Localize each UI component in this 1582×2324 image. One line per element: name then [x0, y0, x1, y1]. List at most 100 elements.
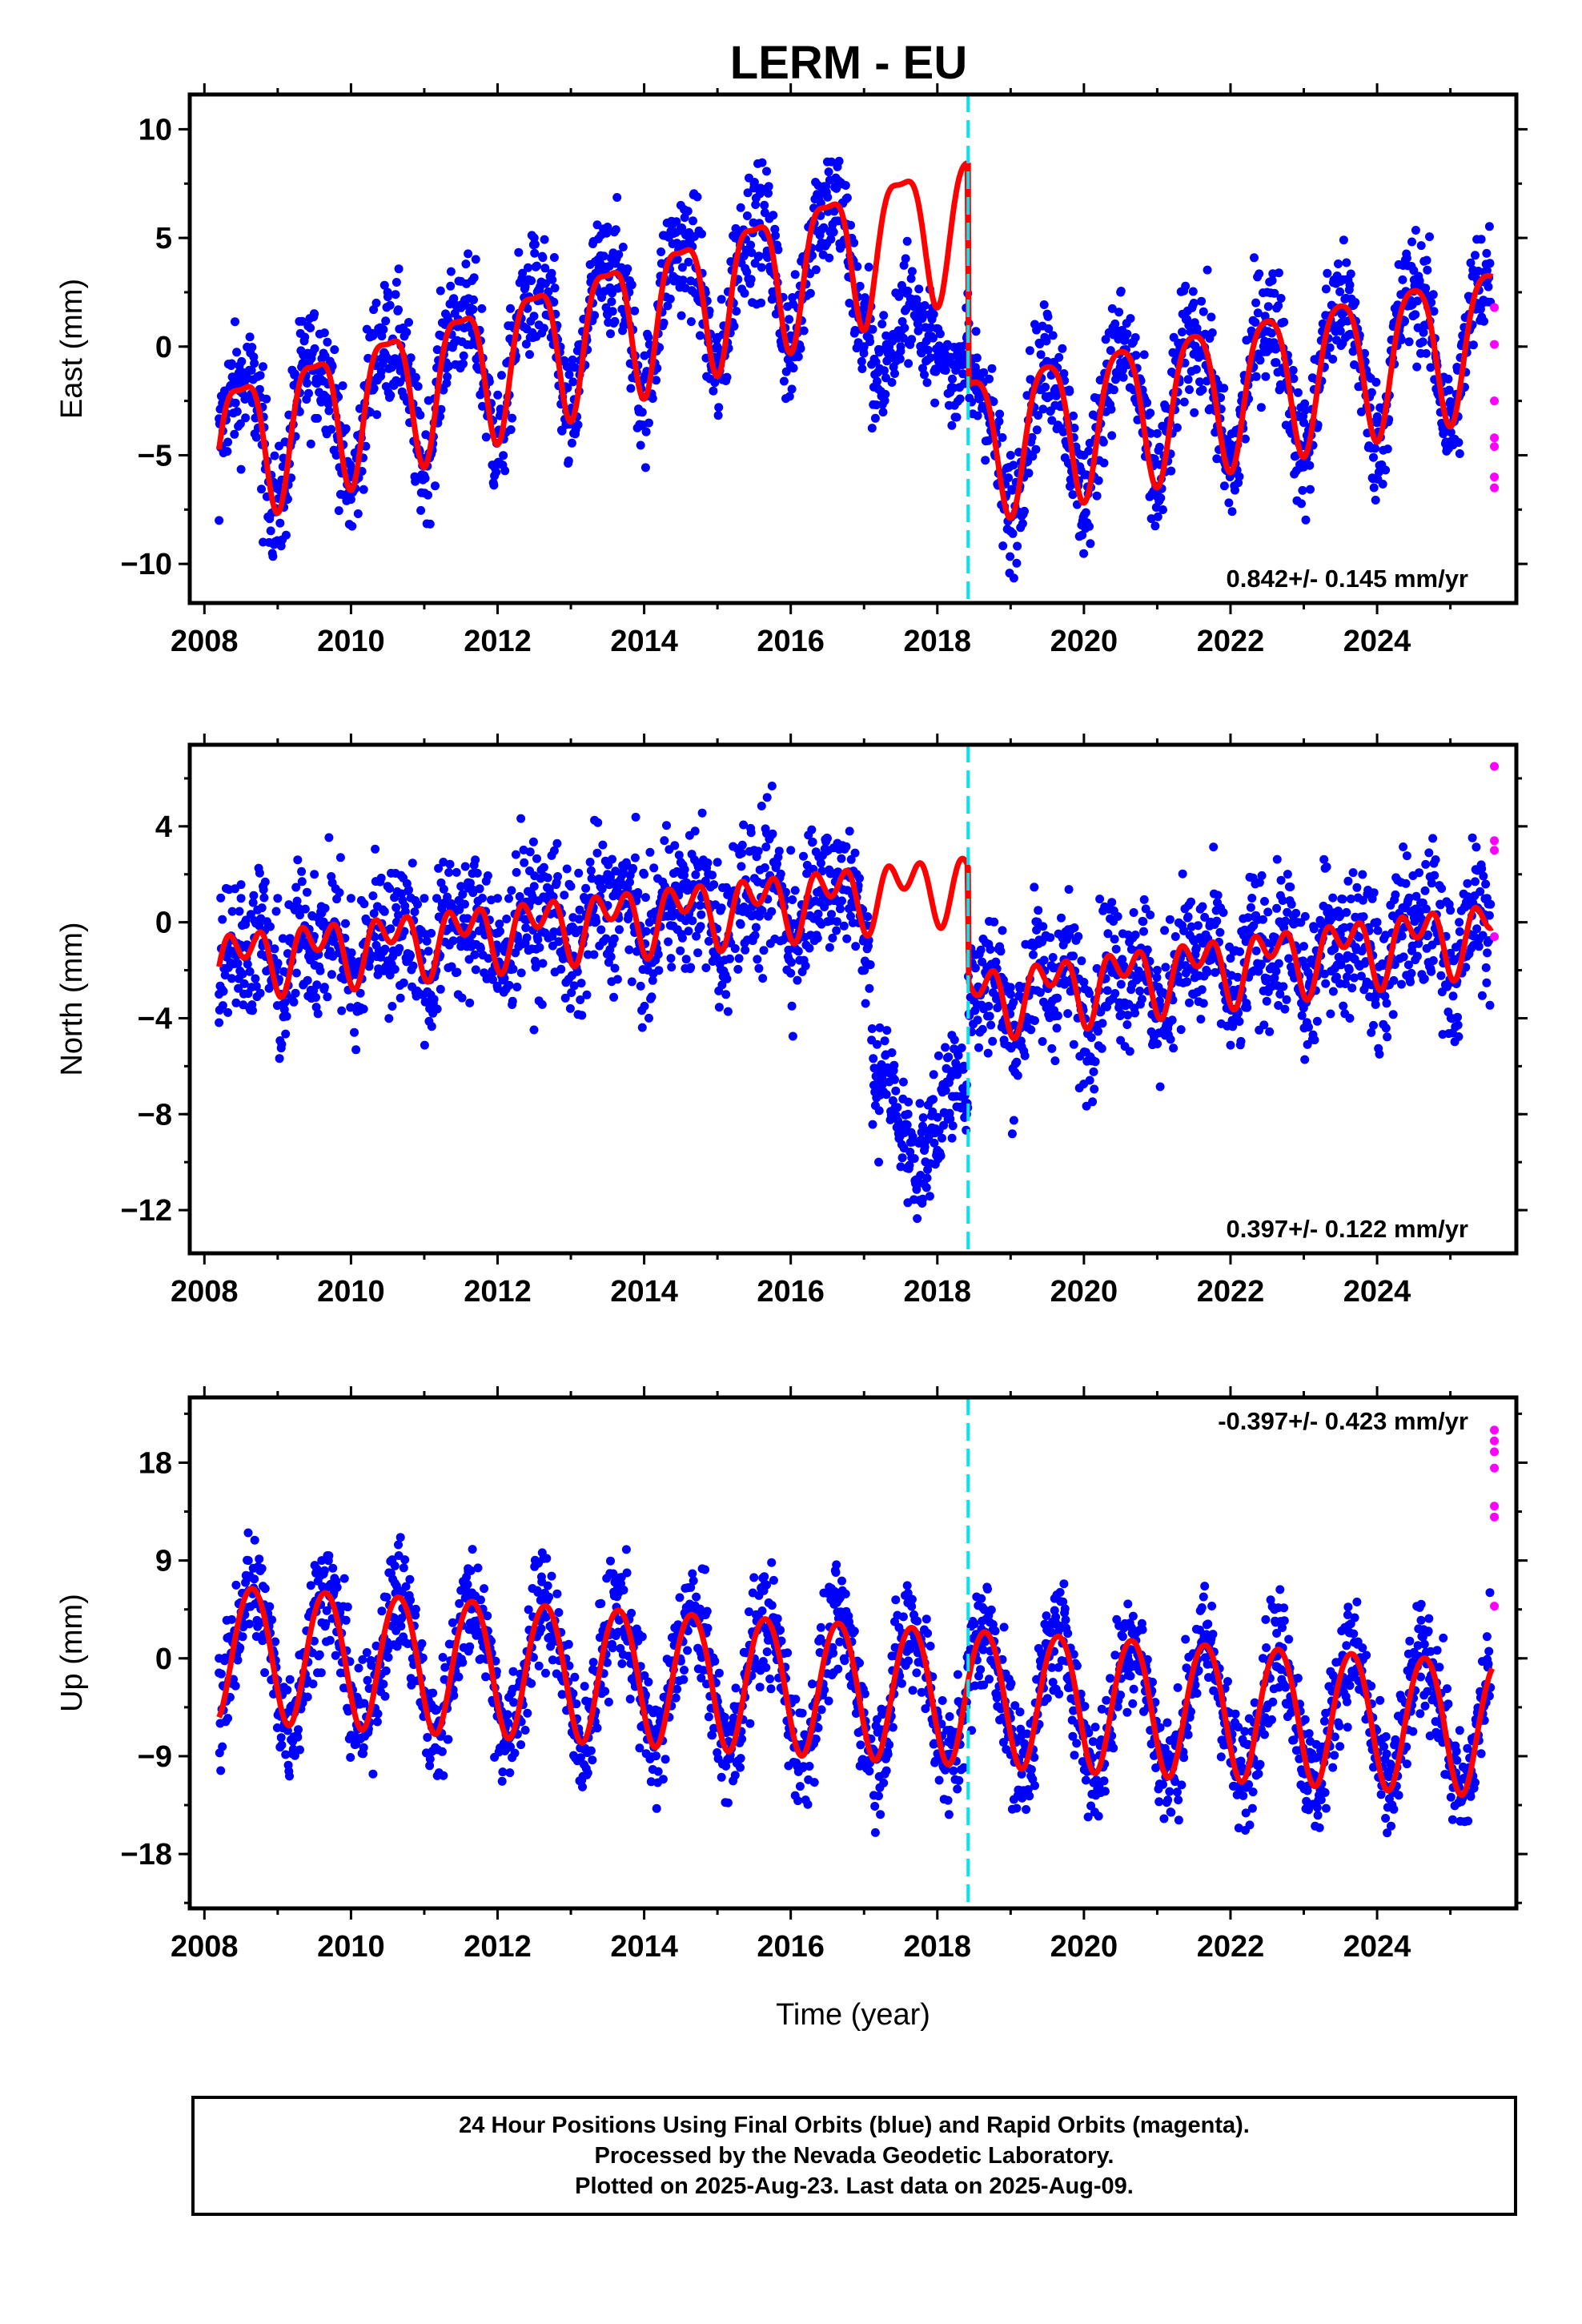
data-point [729, 321, 739, 331]
data-point [1421, 859, 1431, 869]
data-point [1251, 946, 1261, 955]
data-point [637, 408, 647, 417]
data-point [1038, 1037, 1047, 1046]
data-point [717, 295, 726, 304]
data-point [871, 357, 881, 367]
data-point [819, 223, 829, 232]
data-point [341, 424, 351, 433]
data-point [905, 1160, 914, 1170]
data-point [640, 893, 650, 903]
data-point [1482, 978, 1492, 987]
data-point [1090, 1057, 1100, 1067]
data-point [708, 870, 717, 880]
data-point [512, 867, 521, 877]
data-point [692, 931, 701, 941]
data-point [941, 1043, 950, 1052]
data-point [918, 1194, 927, 1204]
data-point [1085, 521, 1094, 531]
rapid-point [1490, 932, 1500, 942]
data-point [223, 447, 232, 456]
data-point [1226, 440, 1235, 449]
data-point [391, 278, 401, 287]
data-point [781, 887, 790, 897]
data-point [1110, 319, 1120, 328]
data-point [1418, 337, 1427, 347]
data-point [273, 959, 283, 968]
data-point [899, 260, 909, 270]
data-point [1430, 870, 1439, 880]
data-point [273, 894, 283, 903]
data-point [1336, 960, 1346, 970]
data-point [764, 188, 773, 198]
data-point [1111, 944, 1121, 954]
data-point [512, 983, 522, 991]
data-point [1348, 868, 1358, 878]
data-point [695, 331, 705, 340]
data-point [402, 328, 412, 337]
data-point [334, 506, 343, 516]
data-point [1235, 472, 1244, 481]
data-point [1267, 275, 1277, 285]
x-tick-label: 2016 [757, 1275, 825, 1309]
data-point [504, 980, 514, 990]
data-point [1181, 968, 1191, 978]
data-point [396, 993, 405, 1003]
data-point [1263, 287, 1272, 297]
data-point [249, 891, 259, 900]
data-point [1050, 1056, 1060, 1066]
data-point [429, 995, 439, 1004]
data-point [790, 886, 800, 895]
data-point [1259, 915, 1267, 924]
data-point [590, 311, 600, 320]
data-point [740, 288, 749, 298]
data-point [1348, 347, 1358, 356]
data-point [734, 954, 744, 963]
data-point [693, 948, 703, 958]
data-point [1022, 391, 1032, 400]
data-point [1328, 987, 1338, 996]
data-point [609, 992, 619, 1002]
data-point [897, 1153, 907, 1163]
data-point [1130, 1008, 1139, 1018]
y-axis-label: North (mm) [55, 922, 89, 1076]
data-point [529, 233, 539, 243]
data-point [298, 359, 307, 368]
data-point [850, 848, 860, 858]
data-point [598, 840, 608, 850]
data-point [1446, 906, 1456, 915]
data-point [1161, 963, 1170, 972]
data-point [1160, 926, 1170, 935]
data-point [904, 1097, 913, 1107]
rapid-point [1490, 483, 1500, 493]
data-point [873, 376, 881, 386]
data-point [913, 1214, 922, 1224]
data-point [383, 882, 392, 891]
data-point [846, 911, 855, 921]
data-point [1297, 499, 1306, 509]
data-point [749, 179, 759, 188]
rapid-point [1490, 340, 1500, 349]
data-point [941, 1086, 950, 1096]
data-point [346, 495, 355, 505]
data-point [841, 842, 851, 851]
data-point [691, 870, 701, 879]
data-point [1402, 851, 1411, 861]
data-point [1074, 931, 1083, 941]
rate-annotation: 0.397+/- 0.122 mm/yr [1227, 1215, 1468, 1243]
data-point [1476, 887, 1485, 896]
data-point [1323, 268, 1332, 278]
data-point [529, 312, 539, 321]
data-point [359, 899, 369, 909]
data-point [972, 353, 982, 363]
data-point [1079, 978, 1089, 987]
data-point [533, 935, 543, 944]
data-point [656, 247, 666, 256]
data-point [1035, 987, 1045, 997]
data-point [520, 858, 529, 867]
rapid-point [1490, 762, 1500, 771]
data-point [248, 1006, 257, 1015]
data-point [1309, 924, 1319, 934]
data-point [391, 903, 401, 912]
data-point [861, 296, 871, 305]
